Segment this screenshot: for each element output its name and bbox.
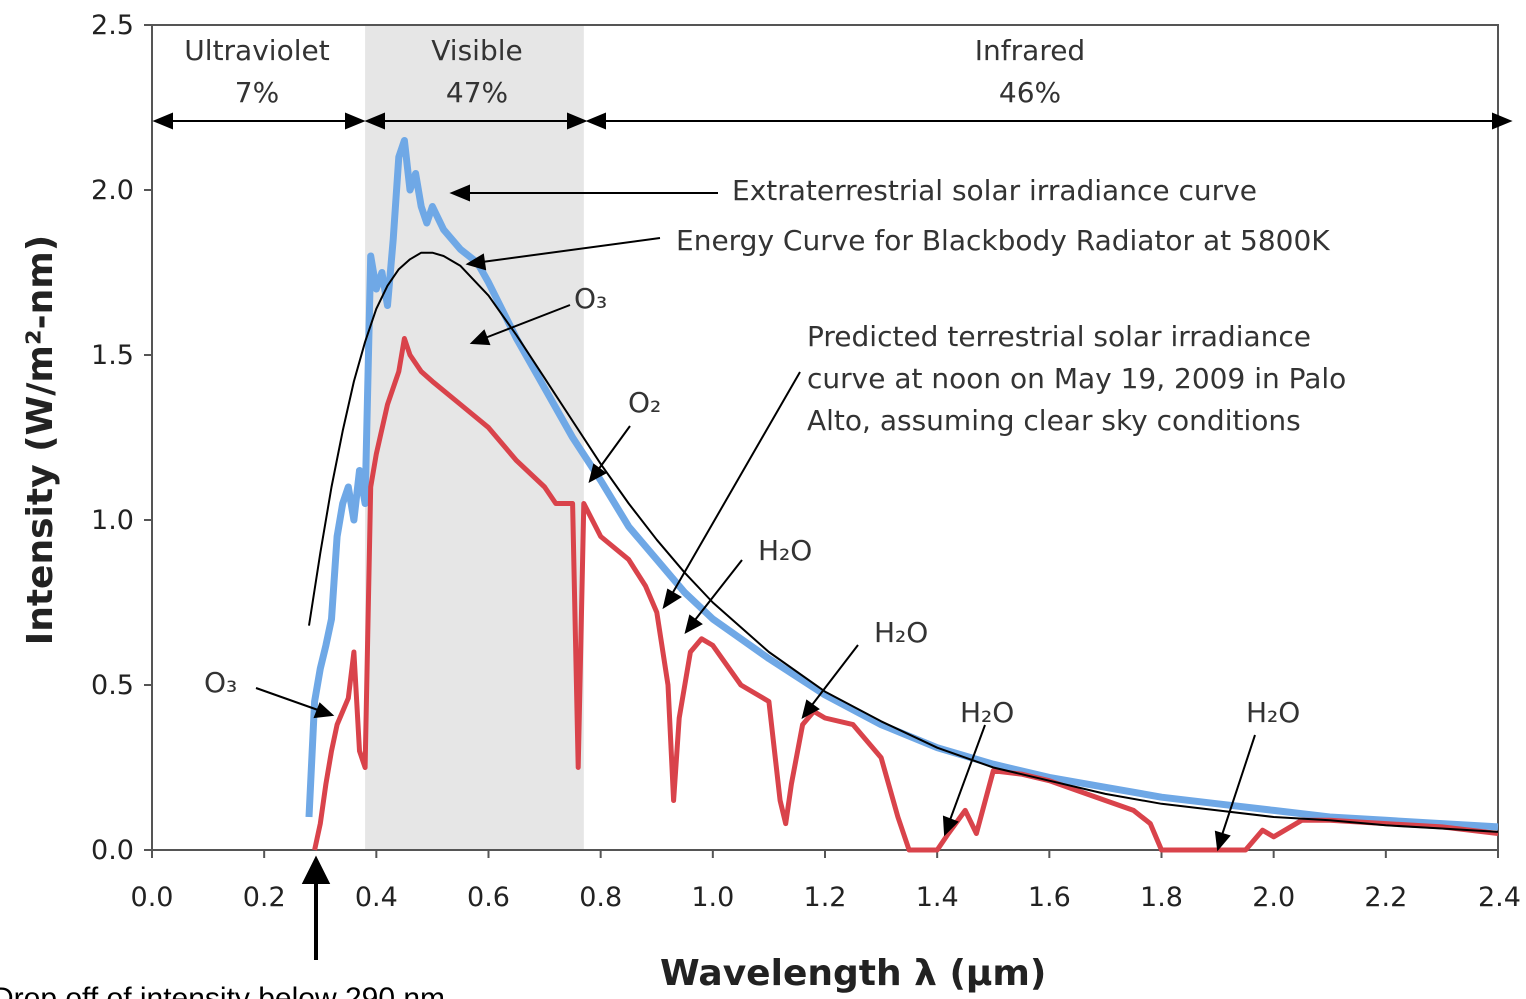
region-percent-ultraviolet: 7% — [235, 76, 279, 109]
y-axis-label: Intensity (W/m²-nm) — [20, 235, 61, 645]
x-tick-label: 0.4 — [355, 882, 398, 913]
note-drop-off: Drop off of intensity below 290 nm — [0, 982, 445, 999]
annotation-terrestrial-line1: Predicted terrestrial solar irradiance — [807, 320, 1311, 353]
x-tick-label: 1.0 — [691, 882, 734, 913]
region-arrow-visible — [364, 112, 588, 130]
x-tick-label: 2.4 — [1478, 882, 1521, 913]
annotation-arrows — [255, 184, 1256, 852]
x-tick-label: 2.2 — [1364, 882, 1407, 913]
series-layer — [305, 137, 1499, 853]
annotation-blackbody: Energy Curve for Blackbody Radiator at 5… — [676, 224, 1330, 257]
x-tick-label: 1.2 — [804, 882, 847, 913]
region-arrow-infrared — [585, 112, 1513, 130]
region-label-visible: Visible — [431, 34, 522, 67]
absorption-label-h2o-1: H₂O — [758, 534, 812, 567]
y-tick-label: 2.0 — [91, 175, 134, 206]
absorption-label-o2: O₂ — [628, 386, 661, 419]
annotation-terrestrial-line3: Alto, assuming clear sky conditions — [807, 404, 1301, 437]
region-label-infrared: Infrared — [975, 34, 1085, 67]
y-tick-label: 0.5 — [91, 670, 134, 701]
region-percent-infrared: 46% — [999, 76, 1061, 109]
x-tick-label: 1.4 — [916, 882, 959, 913]
blackbody-series-line — [308, 251, 1499, 833]
absorption-label-o3-uv: O₃ — [204, 666, 237, 699]
absorption-label-h2o-2: H₂O — [874, 616, 928, 649]
note-arrow — [301, 855, 331, 960]
x-tick-label: 0.2 — [243, 882, 286, 913]
y-tick-label: 1.0 — [91, 505, 134, 536]
extraterrestrial-series-line — [305, 137, 1499, 831]
x-tick-label: 1.8 — [1140, 882, 1183, 913]
region-percent-visible: 47% — [446, 76, 508, 109]
x-tick-label: 2.0 — [1252, 882, 1295, 913]
region-header: Ultraviolet 7% Visible 47% Infrared 46% — [152, 34, 1513, 130]
absorption-label-h2o-3: H₂O — [960, 696, 1014, 729]
x-tick-label: 0.0 — [131, 882, 174, 913]
absorption-label-h2o-4: H₂O — [1246, 696, 1300, 729]
y-axis-ticks: 0.0 0.5 1.0 1.5 2.0 2.5 — [91, 10, 152, 866]
x-tick-label: 0.8 — [579, 882, 622, 913]
x-axis-label: Wavelength λ (μm) — [660, 953, 1046, 994]
y-tick-label: 2.5 — [91, 10, 134, 41]
region-arrow-ultraviolet — [152, 112, 366, 130]
x-tick-label: 0.6 — [467, 882, 510, 913]
absorption-label-o3-visible: O₃ — [574, 282, 607, 315]
annotation-extraterrestrial: Extraterrestrial solar irradiance curve — [732, 174, 1257, 207]
y-tick-label: 1.5 — [91, 340, 134, 371]
terrestrial-series-line — [312, 336, 1499, 853]
x-tick-label: 1.6 — [1028, 882, 1071, 913]
y-tick-label: 0.0 — [91, 835, 134, 866]
annotation-terrestrial-line2: curve at noon on May 19, 2009 in Palo — [807, 362, 1346, 395]
x-axis-ticks: 0.0 0.2 0.4 0.6 0.8 1.0 1.2 1.4 1.6 1.8 2.0 2.2 2.4 — [131, 850, 1521, 913]
region-label-ultraviolet: Ultraviolet — [184, 34, 329, 67]
